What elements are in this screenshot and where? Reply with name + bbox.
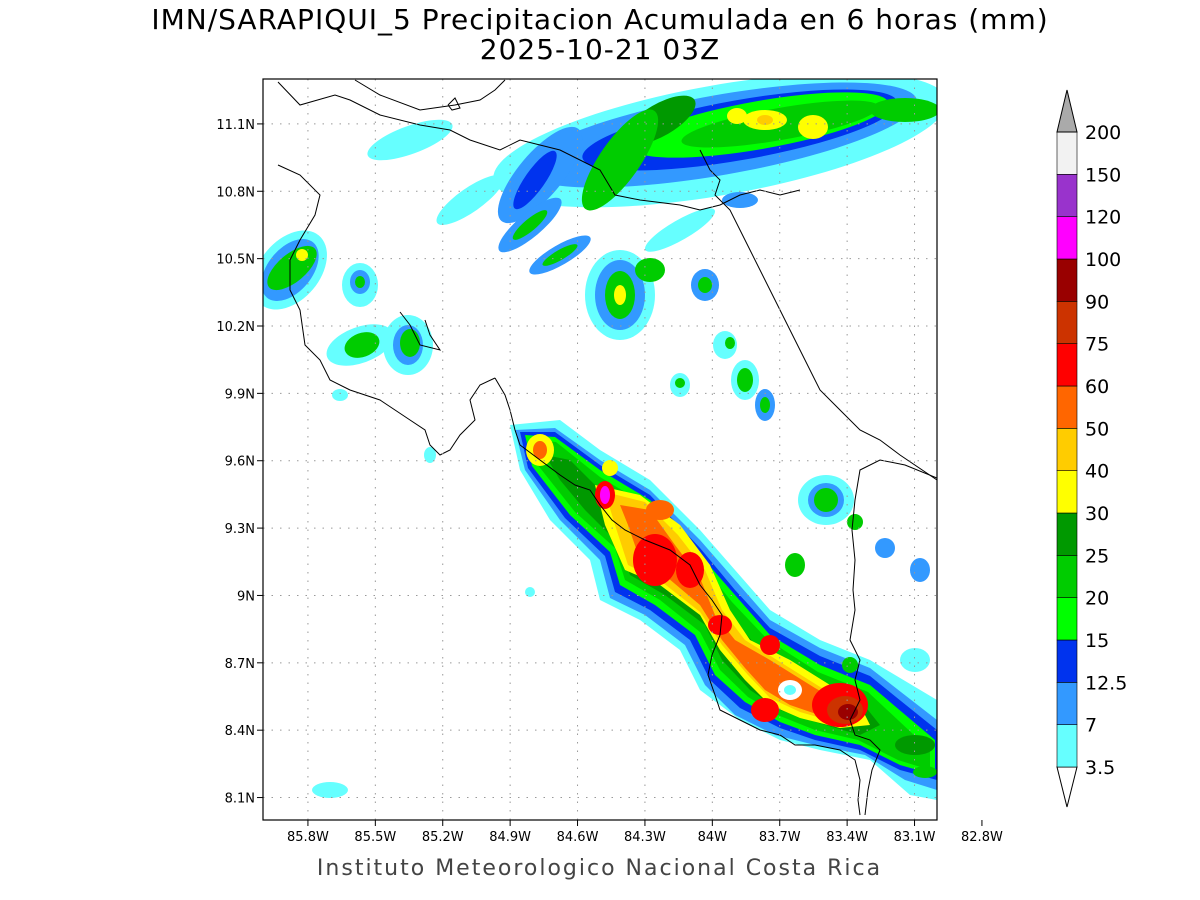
northern-islands: [447, 97, 461, 111]
colorbar-swatch: [1056, 428, 1078, 471]
pacific-coast-central: [494, 377, 861, 816]
nicaragua-border: [277, 81, 801, 211]
colorbar-swatch: [1056, 682, 1078, 725]
y-tick-label: 8.4N: [225, 724, 255, 739]
precip-northern-bands: [367, 79, 937, 275]
precip-main-band: [312, 420, 937, 800]
colorbar-swatch: [1056, 724, 1078, 768]
y-tick-label: 10.8N: [216, 185, 255, 200]
x-tick-label: 83.7W: [759, 830, 801, 845]
x-tick-label: 85.8W: [287, 830, 329, 845]
y-tick-label: 9N: [237, 589, 255, 604]
map-gridlines: [263, 79, 937, 820]
colorbar-level-label: 120: [1085, 207, 1121, 229]
colorbar-level-label: 100: [1085, 249, 1121, 271]
colorbar-swatch: [1056, 258, 1078, 302]
colorbar-swatch: [1056, 216, 1078, 260]
y-tick-label: 9.9N: [225, 387, 255, 402]
footer-credit: Instituto Meteorologico Nacional Costa R…: [316, 856, 883, 881]
country-boundaries: [277, 79, 937, 816]
x-tick-label: 85.2W: [422, 830, 464, 845]
colorbar-swatch: [1056, 174, 1078, 217]
colorbar-swatch: [1056, 131, 1078, 175]
caribbean-coast: [699, 149, 937, 481]
map-subtitle-datetime: 2025-10-21 03Z: [479, 33, 721, 66]
x-tick-label: 82.8W: [961, 830, 1003, 845]
nicoya-peninsula: [399, 311, 442, 351]
map-title: IMN/SARAPIQUI_5 Precipitacion Acumulada …: [151, 3, 1049, 36]
colorbar-swatch: [1056, 343, 1078, 387]
colorbar-level-label: 25: [1085, 545, 1109, 567]
map-frame: [262, 78, 938, 821]
x-tick-label: 83.4W: [826, 830, 868, 845]
y-tick-label: 9.6N: [225, 455, 255, 470]
colorbar-swatch: [1056, 385, 1078, 429]
x-tick-label: 85.5W: [354, 830, 396, 845]
colorbar-level-label: 30: [1085, 503, 1109, 525]
colorbar-level-label: 7: [1085, 715, 1097, 737]
latitude-axis: 11.1N 10.8N 10.5N 10.2N 9.9N 9.6N 9.3N 9N 8.7N 8.…: [216, 118, 263, 807]
longitude-axis: 85.8W 85.5W 85.2W 84.9W 84.6W 84.3W 84W 83.7W 83…: [287, 820, 1003, 845]
colorbar-level-label: 12.5: [1085, 672, 1127, 694]
y-tick-label: 8.7N: [225, 657, 255, 672]
colorbar-level-label: 200: [1085, 122, 1121, 144]
colorbar-swatch: [1056, 597, 1078, 641]
y-tick-label: 8.1N: [225, 792, 255, 807]
colorbar-level-label: 40: [1085, 461, 1109, 483]
colorbar-lower-arrow: [1056, 766, 1078, 808]
lake-nicaragua-shore: [354, 79, 506, 111]
colorbar-swatch: [1056, 470, 1078, 514]
panama-border: [849, 459, 937, 816]
x-tick-label: 84.9W: [489, 830, 531, 845]
y-tick-label: 9.3N: [225, 522, 255, 537]
colorbar-level-label: 50: [1085, 418, 1109, 440]
pacific-coast-north: [277, 164, 496, 456]
map-plot-area: [263, 79, 937, 820]
colorbar-swatch: [1056, 301, 1078, 344]
colorbar-level-label: 20: [1085, 588, 1109, 610]
x-tick-label: 84W: [698, 830, 728, 845]
colorbar-swatch: [1056, 639, 1078, 683]
x-tick-label: 83.1W: [894, 830, 936, 845]
colorbar-swatch: [1056, 512, 1078, 556]
colorbar-legend: 3.5 7 12.5 15 20 25 30 40 50 60 75 90 100 120 150 200: [1056, 89, 1127, 808]
precip-central-cells: [263, 230, 930, 582]
x-tick-label: 84.6W: [557, 830, 599, 845]
y-tick-label: 10.2N: [216, 320, 255, 335]
x-tick-label: 84.3W: [624, 830, 666, 845]
colorbar-level-label: 15: [1085, 630, 1109, 652]
colorbar-level-label: 3.5: [1085, 757, 1115, 779]
y-tick-label: 11.1N: [216, 118, 255, 133]
y-tick-label: 10.5N: [216, 253, 255, 268]
colorbar-upper-arrow: [1056, 89, 1078, 133]
colorbar-level-label: 75: [1085, 334, 1109, 356]
colorbar-level-label: 90: [1085, 291, 1109, 313]
colorbar-level-label: 150: [1085, 164, 1121, 186]
colorbar-swatch: [1056, 555, 1078, 598]
colorbar-level-label: 60: [1085, 376, 1109, 398]
